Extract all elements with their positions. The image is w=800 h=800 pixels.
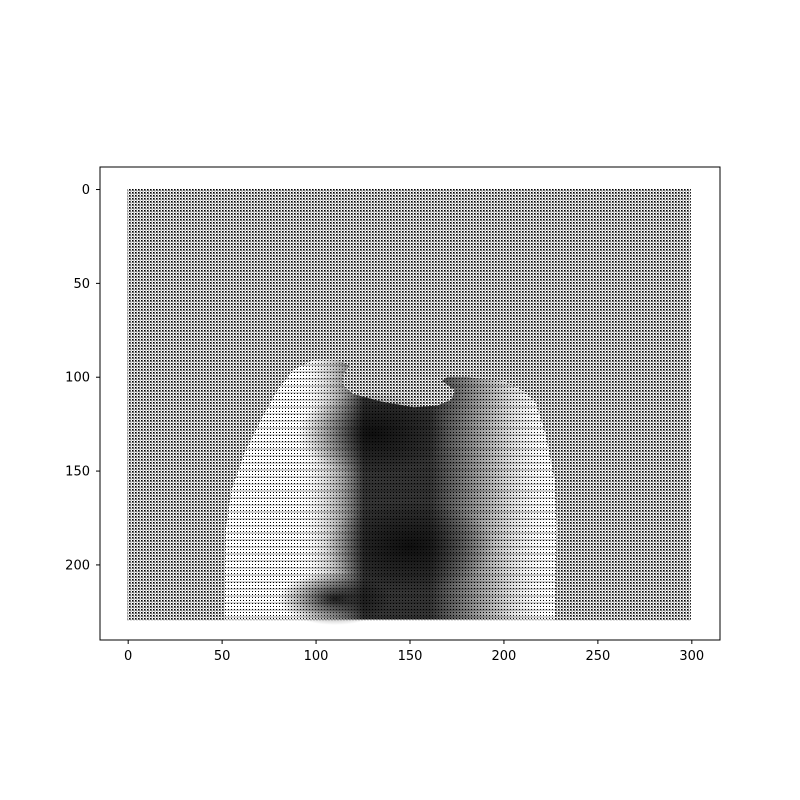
dark-region-2 xyxy=(297,392,448,475)
x-tick-label: 50 xyxy=(214,649,231,664)
axes: 0 50 100 150 200 250 300 0 50 100 150 200 xyxy=(65,166,721,664)
dark-region-3 xyxy=(325,501,495,592)
y-tick-label: 150 xyxy=(65,465,90,480)
heatmap-shape xyxy=(224,360,557,625)
y-tick-label: 50 xyxy=(73,277,90,292)
x-tick-label: 150 xyxy=(398,649,423,664)
y-tick-label: 100 xyxy=(65,371,90,386)
x-tick-label: 250 xyxy=(585,649,610,664)
plot-area xyxy=(127,188,691,625)
dark-region-1 xyxy=(278,572,392,625)
y-tick-label: 200 xyxy=(65,558,90,573)
x-tick-label: 300 xyxy=(679,649,704,664)
x-tick-label: 100 xyxy=(304,649,329,664)
x-tick-label: 0 xyxy=(124,649,132,664)
x-tick-label: 200 xyxy=(492,649,517,664)
y-tick-label: 0 xyxy=(82,183,90,198)
